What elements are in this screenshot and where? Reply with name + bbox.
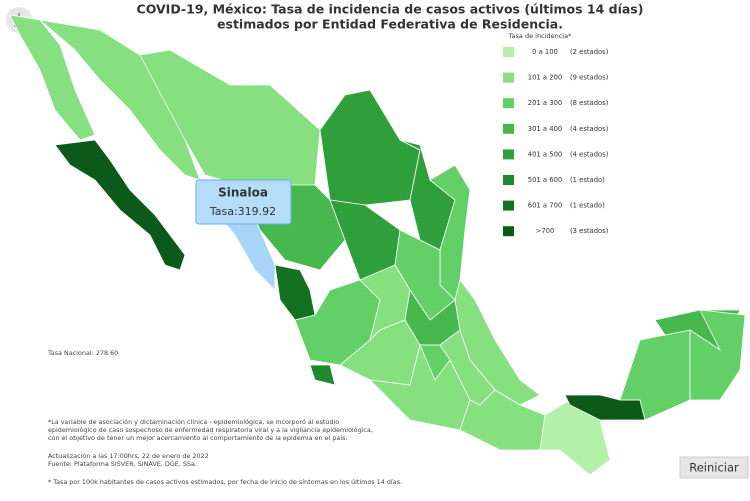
legend-count: (1 estado) xyxy=(570,202,605,210)
reset-button[interactable]: Reiniciar xyxy=(679,456,749,479)
legend-swatch xyxy=(503,47,514,57)
legend-swatch xyxy=(503,123,514,134)
legend-count: (4 estados) xyxy=(570,125,609,133)
legend-title: Tasa de incidencia* xyxy=(508,32,572,40)
legend-range: >700 xyxy=(536,227,555,235)
state[interactable] xyxy=(54,139,186,271)
legend-swatch xyxy=(503,200,514,211)
legend-count: (3 estados) xyxy=(570,227,609,235)
legend-range: 101 a 200 xyxy=(528,74,562,82)
legend-range: 501 a 600 xyxy=(528,176,562,184)
reset-button-box[interactable] xyxy=(679,456,749,479)
legend-range: 401 a 500 xyxy=(528,150,562,158)
legend-range: 201 a 300 xyxy=(528,99,562,107)
state[interactable] xyxy=(9,14,96,141)
reset-button-label[interactable]: Reiniciar xyxy=(689,461,739,475)
legend-count: (9 estados) xyxy=(570,74,609,82)
legend-count: (8 estados) xyxy=(570,99,609,107)
legend-swatch xyxy=(503,149,514,160)
footnote: * Tasa por 100k habitantes de casos acti… xyxy=(48,478,402,486)
title: COVID-19, México: Tasa de incidencia de … xyxy=(137,2,644,17)
legend-swatch xyxy=(503,98,514,109)
legend-range: 301 a 400 xyxy=(528,125,562,133)
legend-count: (4 estados) xyxy=(570,150,609,158)
legend-count: (1 estado) xyxy=(570,176,605,184)
tooltip-box xyxy=(195,179,292,225)
note-line: *La variable de asociación y dictaminaci… xyxy=(48,418,339,426)
national-rate: Tasa Nacional: 278.60 xyxy=(47,349,118,357)
legend-range: 601 a 700 xyxy=(528,202,562,210)
legend-swatch xyxy=(503,72,514,83)
update-line: Actualización a las 17:00hrs, 22 de ener… xyxy=(48,452,209,460)
note-line: con el objetivo de tener un mejor acerca… xyxy=(48,434,347,442)
legend-swatch xyxy=(503,226,514,237)
state[interactable] xyxy=(38,19,201,181)
tooltip-rate: Tasa:319.92 xyxy=(209,205,276,218)
map xyxy=(9,14,746,476)
legend-range: 0 a 100 xyxy=(532,48,558,56)
update-line: Fuente: Plataforma SISVER, SINAVE, DGE, … xyxy=(48,460,197,468)
tooltip: Sinaloa Tasa:319.92 xyxy=(195,179,292,225)
tooltip-state: Sinaloa xyxy=(218,186,268,200)
legend: Tasa de incidencia* 0 a 100 (2 estados) 10… xyxy=(503,32,609,237)
notes: *La variable de asociación y dictaminaci… xyxy=(48,418,373,468)
state[interactable] xyxy=(689,309,746,401)
legend-count: (2 estados) xyxy=(570,48,609,56)
subtitle: estimados por Entidad Federativa de Resi… xyxy=(217,17,563,32)
state[interactable] xyxy=(309,364,336,386)
state[interactable] xyxy=(459,389,546,451)
note-line: epidemiológico de caso sospechoso de enf… xyxy=(48,426,373,434)
legend-swatch xyxy=(503,175,514,185)
